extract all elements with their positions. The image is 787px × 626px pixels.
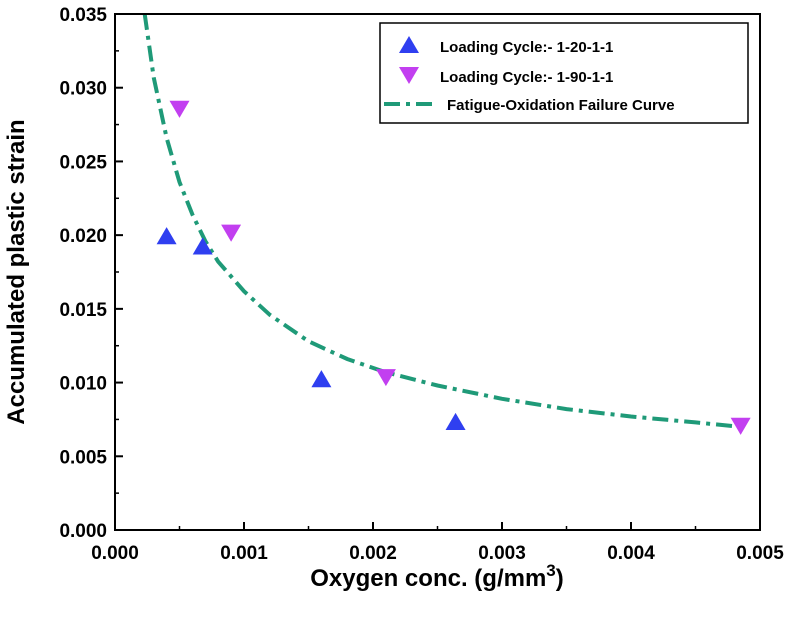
data-point-1-20-1-1	[311, 370, 332, 388]
x-tick-label: 0.003	[478, 543, 526, 564]
x-tick-label: 0.000	[91, 543, 139, 564]
data-point-1-90-1-1	[375, 369, 396, 387]
data-point-1-20-1-1	[192, 237, 213, 255]
legend-marker-triangle-down	[399, 67, 419, 84]
y-tick-label: 0.015	[59, 300, 107, 321]
data-point-1-20-1-1	[156, 227, 177, 245]
legend-entry-failure-curve: Fatigue-Oxidation Failure Curve	[384, 97, 675, 114]
x-tick-label: 0.004	[607, 543, 655, 564]
y-axis-title: Accumulated plastic strain	[3, 119, 30, 424]
legend-label: Fatigue-Oxidation Failure Curve	[447, 97, 675, 114]
data-point-1-90-1-1	[730, 417, 751, 435]
legend-marker-triangle-up	[399, 36, 419, 53]
x-axis: 0.000 0.001 0.002 0.003 0.004 0.005	[91, 522, 784, 564]
x-tick-label: 0.002	[349, 543, 397, 564]
legend: Loading Cycle:- 1-20-1-1 Loading Cycle:-…	[379, 22, 749, 124]
y-tick-label: 0.005	[59, 447, 107, 468]
data-point-1-90-1-1	[169, 100, 190, 118]
legend-label: Loading Cycle:- 1-90-1-1	[440, 69, 613, 86]
y-tick-label: 0.030	[59, 79, 107, 100]
y-tick-label: 0.025	[59, 152, 107, 173]
y-axis: 0.000 0.005 0.010 0.015 0.020 0.025 0.030 0.035	[59, 5, 123, 542]
failure-curve-line	[142, 14, 741, 429]
x-tick-label: 0.001	[220, 543, 268, 564]
x-tick-label: 0.005	[736, 543, 784, 564]
x-axis-title: Oxygen conc. (g/mm3)	[310, 561, 564, 592]
y-tick-label: 0.035	[59, 5, 107, 26]
y-tick-label: 0.010	[59, 374, 107, 395]
y-tick-label: 0.020	[59, 226, 107, 247]
legend-entry-1-90-1-1: Loading Cycle:- 1-90-1-1	[399, 67, 613, 86]
data-point-1-90-1-1	[221, 224, 242, 242]
legend-entry-1-20-1-1: Loading Cycle:- 1-20-1-1	[399, 36, 613, 56]
data-point-1-20-1-1	[445, 412, 466, 430]
y-tick-label: 0.000	[59, 521, 107, 542]
legend-label: Loading Cycle:- 1-20-1-1	[440, 39, 613, 56]
legend-box	[379, 22, 749, 124]
